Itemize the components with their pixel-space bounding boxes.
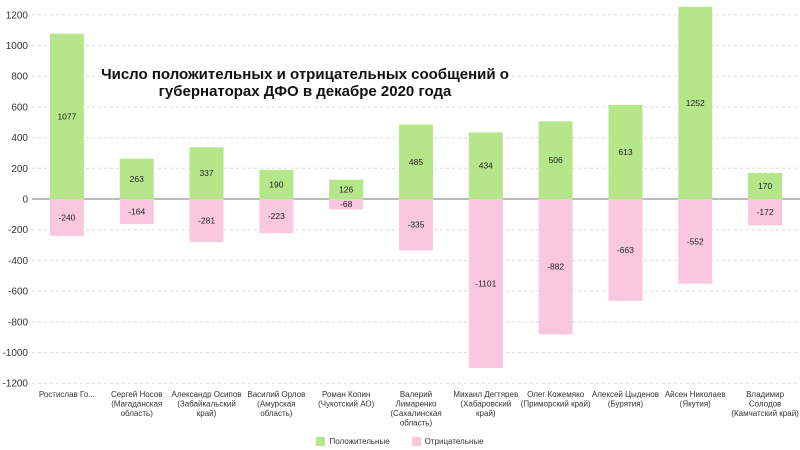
legend-swatch-positive [316,437,326,446]
bar-negative[interactable] [608,199,643,301]
data-label: -335 [407,220,424,230]
bar-negative[interactable] [399,199,433,251]
x-category-label: (Амурская [257,400,295,409]
data-label: -164 [128,207,145,217]
data-label: 485 [409,157,423,167]
x-category-label: Роман Копин [322,390,370,399]
x-category-label: край) [197,409,217,418]
x-category-label: (Бурятия) [608,400,644,409]
bar-positive[interactable] [119,158,154,199]
data-label: -223 [268,211,285,221]
data-label: 1077 [57,111,76,121]
y-tick-label: 200 [11,164,28,175]
legend-item-negative[interactable]: Отрицательные [411,437,484,446]
data-label: 434 [479,161,493,171]
bar-positive[interactable] [608,104,643,199]
y-tick-label: -800 [8,317,28,328]
y-tick-label: 400 [11,133,28,144]
y-tick-label: 600 [11,102,28,113]
x-category-label: Михаил Дегтярев [453,390,518,399]
x-category-label: Ростислав Го... [39,390,95,399]
legend: Положительные Отрицательные [0,437,800,446]
data-label: 190 [269,179,283,189]
x-category-label: Александр Осипов [172,390,242,399]
bar-positive[interactable] [468,132,503,199]
data-label: 263 [130,174,144,184]
x-category-label: Алексей Цыденов [592,390,659,399]
x-category-label: (Якутия) [680,400,711,409]
legend-label-negative: Отрицательные [424,437,484,446]
x-category-label: Солодов [749,400,781,409]
bar-positive[interactable] [399,124,433,199]
bar-positive[interactable] [259,169,294,199]
data-label: -240 [58,212,75,222]
bar-negative[interactable] [468,199,503,369]
x-category-label: (Приморский край) [521,400,591,409]
y-tick-label: -200 [8,225,28,236]
y-tick-label: -400 [8,256,28,267]
bar-positive[interactable] [329,179,364,199]
y-tick-label: 1200 [6,10,29,21]
bar-negative[interactable] [678,199,713,284]
bar-negative[interactable] [748,199,783,226]
x-category-label: Айсен Николаев [665,390,726,399]
x-category-label: (Камчатский край) [731,409,799,418]
x-category-label: (Сахалинская [390,409,441,418]
data-label: 170 [758,181,772,191]
data-label: 337 [199,168,213,178]
x-category-label: (Магаданская [111,400,162,409]
y-tick-label: 1000 [6,41,29,52]
x-category-label: (Чукотский АО) [318,400,374,409]
x-category-label: Олег Кожемяко [527,390,585,399]
data-label: -172 [757,207,774,217]
y-tick-label: 800 [11,72,28,83]
data-label: -552 [687,236,704,246]
data-label: -281 [198,216,215,226]
bar-positive[interactable] [49,33,84,200]
x-category-label: область) [400,419,433,428]
bar-positive[interactable] [189,147,224,199]
bar-positive[interactable] [538,121,573,199]
data-label: -663 [617,245,634,255]
bar-positive[interactable] [748,172,783,199]
y-tick-label: 0 [22,195,28,206]
x-category-label: (Хабаровский [460,400,511,409]
legend-label-positive: Положительные [329,437,390,446]
data-label: -1101 [475,279,496,289]
x-category-label: Василий Орлов [247,390,305,399]
bar-negative[interactable] [119,199,154,225]
y-tick-label: -1200 [2,379,28,390]
x-category-label: Лимаренко [395,400,437,409]
bar-negative[interactable] [538,199,573,335]
data-label: 126 [339,184,353,194]
data-label: 506 [549,155,563,165]
data-label: 613 [618,147,632,157]
bar-negative[interactable] [329,199,364,210]
data-label: -68 [340,199,353,209]
y-tick-label: -600 [8,287,28,298]
data-label: -882 [547,262,564,272]
x-category-label: край) [476,409,496,418]
bar-negative[interactable] [49,199,84,236]
bar-negative[interactable] [259,199,294,234]
bar-positive[interactable] [678,6,713,200]
chart-title: Число положительных и отрицательных сооб… [101,66,509,100]
legend-item-positive[interactable]: Положительные [316,437,390,446]
legend-swatch-negative [411,437,421,446]
y-tick-label: -1000 [2,348,28,359]
x-category-label: Владимир [746,390,785,399]
x-category-label: Валерий [400,390,432,399]
data-label: 1252 [686,98,705,108]
x-category-label: область) [260,409,293,418]
x-category-label: Сергей Носов [111,390,163,399]
x-category-label: (Забайкальский [177,400,236,409]
x-category-label: область) [121,409,154,418]
bar-negative[interactable] [189,199,224,243]
